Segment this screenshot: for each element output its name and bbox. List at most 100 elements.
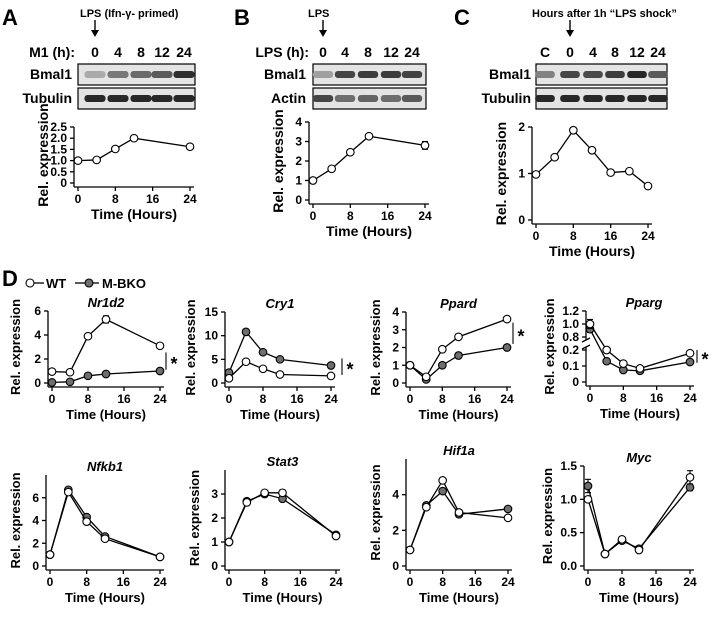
data-point-M-BKO bbox=[583, 481, 593, 491]
significance-asterisk: * bbox=[170, 354, 177, 374]
x-tick-label: 24 bbox=[153, 575, 167, 589]
x-tick-label: 0 bbox=[47, 575, 54, 589]
panel-B-header: B LPS LPS (h): 0 4 8 12 24 Bmal1 Actin bbox=[234, 5, 427, 110]
data-point-WT bbox=[454, 332, 463, 342]
data-point-WT bbox=[634, 545, 644, 555]
lane-label: 8 bbox=[611, 44, 619, 60]
significance-asterisk: * bbox=[346, 360, 353, 380]
lane-label: 8 bbox=[364, 44, 372, 60]
x-tick-label: 0 bbox=[226, 575, 233, 589]
data-point-WT bbox=[63, 487, 73, 497]
y-tick-label: 1 bbox=[392, 358, 399, 372]
x-tick-label: 8 bbox=[619, 575, 626, 589]
x-tick-label: 24 bbox=[329, 575, 343, 589]
panel-A-header: A LPS (Ifn-γ- primed) M1 (h): 0 4 8 12 24 Bmal1 T… bbox=[2, 5, 196, 110]
blot-band bbox=[84, 71, 106, 78]
data-point-WT bbox=[331, 531, 341, 541]
plot-title: Myc bbox=[626, 450, 652, 465]
plot-Cry1: 0 8 16 24 0 5 10 15 Time (Hours) Rel. expression C… bbox=[183, 296, 354, 422]
y-axis-label: Rel. expression bbox=[368, 464, 383, 560]
y-tick-label: 1 bbox=[295, 174, 302, 188]
y-tick-label: 2 bbox=[211, 511, 218, 525]
x-axis-label: Time (Hours) bbox=[65, 590, 145, 605]
x-tick-label: 8 bbox=[347, 209, 354, 223]
plot-title: Stat3 bbox=[267, 454, 300, 469]
data-point-M-BKO bbox=[258, 347, 268, 357]
data-point-M-BKO bbox=[65, 377, 75, 387]
time-axis-label: LPS (h): bbox=[255, 44, 309, 60]
blot-label: Bmal1 bbox=[264, 66, 306, 82]
time-axis-label: M1 (h): bbox=[29, 44, 75, 60]
x-tick-label: 8 bbox=[620, 391, 627, 405]
y-axis-label: Rel. expression bbox=[183, 299, 198, 395]
blot-band bbox=[605, 95, 625, 102]
data-point-WT bbox=[685, 348, 695, 358]
x-tick-label: 0 bbox=[533, 229, 540, 243]
x-tick-label: 16 bbox=[294, 575, 308, 589]
lane-label: 4 bbox=[589, 44, 597, 60]
series-line-WT bbox=[587, 476, 691, 556]
plot-title: Nr1d2 bbox=[88, 295, 126, 310]
plot-title: Pparg bbox=[626, 295, 663, 310]
data-point-M-BKO bbox=[241, 327, 251, 337]
x-tick-label: 8 bbox=[570, 229, 577, 243]
lane-label: 4 bbox=[114, 44, 122, 60]
x-tick-label: 16 bbox=[604, 229, 618, 243]
lane-label: 24 bbox=[650, 44, 666, 60]
blot-label: Bmal1 bbox=[30, 66, 72, 82]
lane-label: 24 bbox=[404, 44, 420, 60]
data-point-M-BKO bbox=[438, 486, 448, 496]
x-tick-label: 24 bbox=[153, 392, 167, 406]
data-point-WT bbox=[82, 517, 92, 526]
treatment-label: Hours after 1h “LPS shock” bbox=[532, 8, 677, 20]
blot-band bbox=[312, 71, 334, 78]
y-tick-label: 1.5 bbox=[50, 142, 67, 156]
plot-B: 0 8 16 24 0 1 2 3 4 Time (Hours) Rel. expression bbox=[270, 109, 432, 239]
x-tick-label: 16 bbox=[468, 392, 482, 406]
y-tick-label: 3 bbox=[211, 487, 218, 501]
blot-band bbox=[560, 95, 580, 102]
lane-label: 0 bbox=[91, 44, 99, 60]
x-tick-label: 8 bbox=[83, 575, 90, 589]
blot-band bbox=[334, 95, 356, 102]
x-tick-label: 0 bbox=[407, 575, 414, 589]
data-point-WT bbox=[685, 472, 695, 482]
treatment-label: LPS bbox=[308, 8, 329, 20]
y-tick-label: 4 bbox=[295, 115, 302, 129]
series-line-Bmal1 bbox=[312, 135, 426, 182]
y-tick-label: 0.2 bbox=[562, 343, 579, 357]
data-point-WT bbox=[618, 359, 628, 368]
panel-letter-A: A bbox=[2, 5, 18, 30]
y-tick-label: 0 bbox=[211, 559, 218, 573]
panel-letter-D: D bbox=[2, 266, 18, 291]
x-tick-label: 16 bbox=[290, 392, 304, 406]
blot-band bbox=[357, 71, 379, 78]
lane-label: 12 bbox=[629, 44, 645, 60]
data-point-M-BKO bbox=[454, 351, 463, 360]
blot-band bbox=[648, 95, 668, 102]
x-tick-label: 24 bbox=[641, 229, 655, 243]
blot-band bbox=[107, 71, 129, 78]
data-point-WT bbox=[278, 488, 287, 498]
y-axis-label: Rel. expression bbox=[368, 299, 383, 395]
data-point-WT bbox=[617, 534, 627, 544]
data-point-M-BKO bbox=[685, 482, 695, 492]
data-point-WT bbox=[155, 341, 165, 351]
x-tick-label: 24 bbox=[418, 209, 432, 223]
x-tick-label: 24 bbox=[501, 575, 515, 589]
data-point-WT bbox=[602, 345, 612, 355]
plot-Stat3: 0 8 16 24 0 1 2 3 Time (Hours) Rel. expression Sta… bbox=[187, 454, 343, 605]
arrow-icon bbox=[91, 30, 99, 37]
blot-band bbox=[401, 95, 423, 102]
lane-label: 12 bbox=[383, 44, 399, 60]
data-point-WT bbox=[100, 534, 110, 544]
data-point-Bmal1 bbox=[185, 142, 195, 152]
plot-title: Cry1 bbox=[266, 296, 295, 311]
blot-band bbox=[130, 71, 152, 78]
data-point-Bmal1 bbox=[129, 133, 139, 143]
lane-label: 12 bbox=[154, 44, 170, 60]
y-tick-label: 4 bbox=[392, 305, 399, 319]
blot-band bbox=[84, 95, 106, 102]
